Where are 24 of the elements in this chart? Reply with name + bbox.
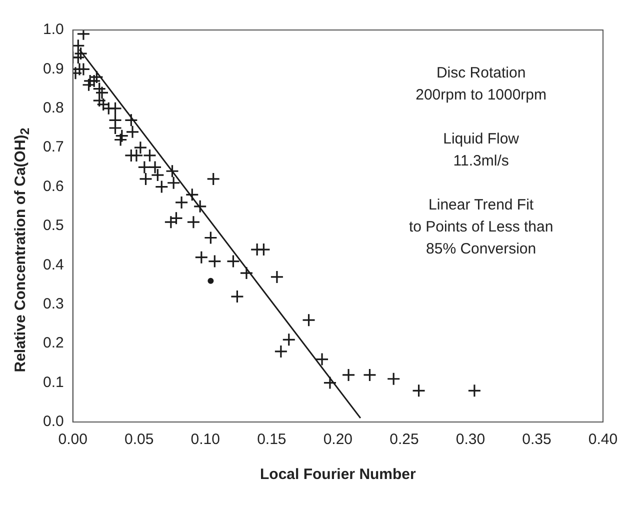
y-tick-label: 1.0 <box>42 21 64 38</box>
y-tick-label: 0.8 <box>42 100 64 117</box>
annotation: Liquid Flow 11.3ml/s <box>443 130 520 170</box>
y-tick-label: 0.3 <box>42 296 64 313</box>
y-tick-label: 0.7 <box>42 138 64 156</box>
x-axis-title: Local Fourier Number <box>260 466 416 484</box>
x-tick-label: 0.35 <box>522 431 552 448</box>
x-tick-label: 0.00 <box>58 431 88 448</box>
x-tick-label: 0.30 <box>456 431 486 448</box>
x-tick-label: 0.15 <box>257 431 286 448</box>
y-tick-label: 0.9 <box>42 60 64 78</box>
annotation: Disc Rotation 200rpm to 1000rpm <box>416 64 547 104</box>
x-tick-label: 0.40 <box>588 431 618 448</box>
annotation: Linear Trend Fit to Points of Less than 85% Conversion <box>408 196 554 258</box>
y-tick-label: 0.5 <box>42 217 64 234</box>
x-tick-label: 0.10 <box>190 431 220 448</box>
y-tick-label: 0.0 <box>42 413 64 430</box>
y-tick-label: 0.2 <box>42 334 64 352</box>
y-tick-label: 0.1 <box>42 374 64 391</box>
x-tick-label: 0.20 <box>323 431 353 448</box>
x-tick-label: 0.25 <box>390 431 419 448</box>
y-tick-label: 0.4 <box>42 256 64 274</box>
x-tick-label: 0.05 <box>124 431 154 448</box>
y-tick-label: 0.6 <box>42 178 64 195</box>
